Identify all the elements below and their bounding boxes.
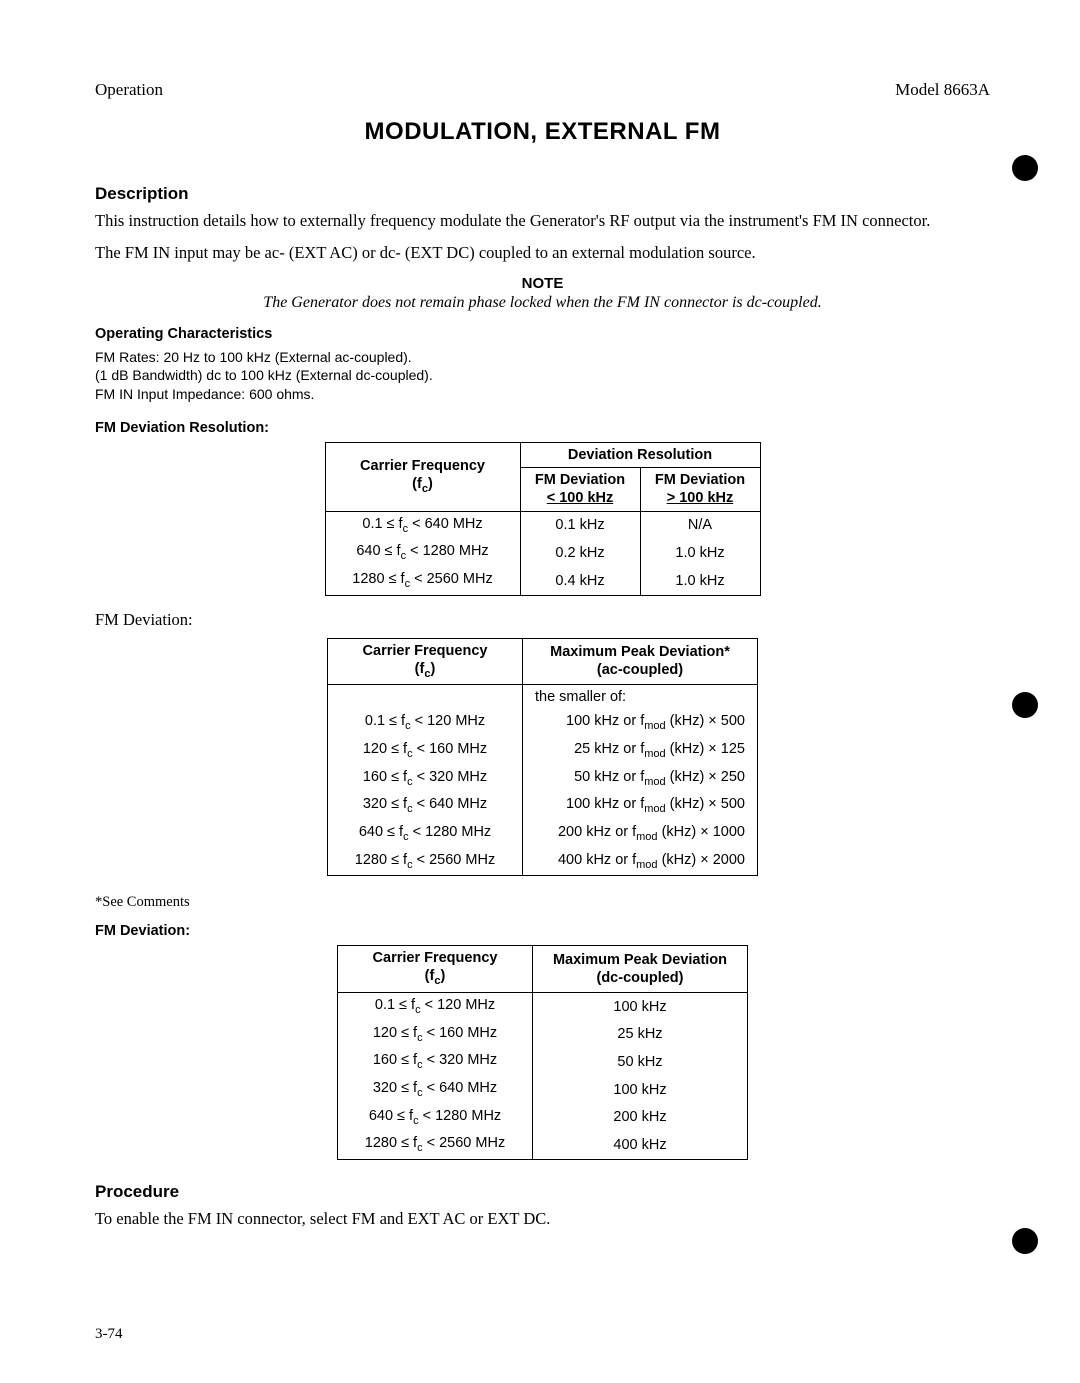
table-cell: 160 ≤ fc < 320 MHz <box>338 1048 533 1076</box>
table-cell: 200 kHz or fmod (kHz) × 1000 <box>523 820 758 848</box>
hole-punch-icon <box>1012 692 1038 718</box>
table-cell: 1280 ≤ fc < 2560 MHz <box>328 848 523 876</box>
dc-deviation-table: Carrier Frequency (fc) Maximum Peak Devi… <box>337 945 748 1160</box>
table-header: Carrier Frequency (fc) <box>325 443 520 511</box>
table3-heading: FM Deviation: <box>95 923 990 939</box>
ac-deviation-table: Carrier Frequency (fc) Maximum Peak Devi… <box>327 638 758 877</box>
th-text: < 100 kHz <box>547 490 614 506</box>
table1-heading: FM Deviation Resolution: <box>95 420 990 436</box>
table-cell: 640 ≤ fc < 1280 MHz <box>328 820 523 848</box>
th-text: FM Deviation <box>655 472 745 488</box>
table-cell: 25 kHz <box>533 1021 748 1049</box>
hole-punch-icon <box>1012 155 1038 181</box>
table-header: Carrier Frequency (fc) <box>328 638 523 685</box>
table-cell: 0.1 ≤ fc < 640 MHz <box>325 511 520 539</box>
th-text: ) <box>428 476 433 492</box>
th-text: ) <box>440 968 445 984</box>
th-text: (ac-coupled) <box>597 662 683 678</box>
table-header: FM Deviation < 100 kHz <box>520 468 640 511</box>
procedure-heading: Procedure <box>95 1182 990 1202</box>
table-cell: 50 kHz <box>533 1048 748 1076</box>
document-page: Operation Model 8663A MODULATION, EXTERN… <box>0 0 1080 1383</box>
table-cell <box>328 685 523 710</box>
table-cell: 1280 ≤ fc < 2560 MHz <box>325 567 520 595</box>
table-cell: 25 kHz or fmod (kHz) × 125 <box>523 737 758 765</box>
th-text: Maximum Peak Deviation* <box>550 644 730 660</box>
operating-characteristics-heading: Operating Characteristics <box>95 326 990 342</box>
table-cell: 0.4 kHz <box>520 567 640 595</box>
page-number: 3-74 <box>95 1326 123 1343</box>
table-cell: 1280 ≤ fc < 2560 MHz <box>338 1131 533 1159</box>
table-cell: 640 ≤ fc < 1280 MHz <box>338 1104 533 1132</box>
th-text: (f <box>412 476 422 492</box>
table-cell: N/A <box>640 511 760 539</box>
ac-deviation-table-wrap: Carrier Frequency (fc) Maximum Peak Devi… <box>95 638 990 877</box>
th-text: Carrier Frequency <box>373 950 498 966</box>
th-text: Carrier Frequency <box>363 643 488 659</box>
page-header: Operation Model 8663A <box>95 80 990 100</box>
header-left: Operation <box>95 80 163 100</box>
page-title: MODULATION, EXTERNAL FM <box>95 118 990 146</box>
table-cell: 160 ≤ fc < 320 MHz <box>328 765 523 793</box>
description-p1: This instruction details how to external… <box>95 210 990 232</box>
footnote: *See Comments <box>95 894 990 911</box>
op-char-line: FM Rates: 20 Hz to 100 kHz (External ac-… <box>95 348 990 367</box>
th-text: FM Deviation <box>535 472 625 488</box>
table-cell: 100 kHz <box>533 1076 748 1104</box>
table-cell: 120 ≤ fc < 160 MHz <box>328 737 523 765</box>
note-text: The Generator does not remain phase lock… <box>95 294 990 312</box>
table-header: Maximum Peak Deviation* (ac-coupled) <box>523 638 758 685</box>
description-heading: Description <box>95 184 990 204</box>
op-char-line: (1 dB Bandwidth) dc to 100 kHz (External… <box>95 366 990 385</box>
table-cell: 200 kHz <box>533 1104 748 1132</box>
table-header: Deviation Resolution <box>520 443 760 468</box>
table-cell: 640 ≤ fc < 1280 MHz <box>325 539 520 567</box>
table-cell: 1.0 kHz <box>640 567 760 595</box>
table-header: FM Deviation > 100 kHz <box>640 468 760 511</box>
th-text: ) <box>430 661 435 677</box>
table-cell: 400 kHz or fmod (kHz) × 2000 <box>523 848 758 876</box>
table-cell: 120 ≤ fc < 160 MHz <box>338 1021 533 1049</box>
th-text: (f <box>425 968 435 984</box>
th-text: (dc-coupled) <box>597 970 684 986</box>
table-cell: 50 kHz or fmod (kHz) × 250 <box>523 765 758 793</box>
dc-deviation-table-wrap: Carrier Frequency (fc) Maximum Peak Devi… <box>95 945 990 1160</box>
table-cell: 320 ≤ fc < 640 MHz <box>338 1076 533 1104</box>
op-char-line: FM IN Input Impedance: 600 ohms. <box>95 385 990 404</box>
th-text: (f <box>415 661 425 677</box>
fm-deviation-label: FM Deviation: <box>95 610 990 630</box>
table-cell: the smaller of: <box>523 685 758 710</box>
th-text: > 100 kHz <box>667 490 734 506</box>
deviation-resolution-table: Carrier Frequency (fc) Deviation Resolut… <box>325 442 761 595</box>
table-header: Maximum Peak Deviation (dc-coupled) <box>533 946 748 993</box>
table-cell: 100 kHz or fmod (kHz) × 500 <box>523 792 758 820</box>
table-cell: 0.1 kHz <box>520 511 640 539</box>
deviation-resolution-table-wrap: Carrier Frequency (fc) Deviation Resolut… <box>95 442 990 595</box>
table-cell: 0.1 ≤ fc < 120 MHz <box>328 709 523 737</box>
header-right: Model 8663A <box>895 80 990 100</box>
table-cell: 0.2 kHz <box>520 539 640 567</box>
table-cell: 100 kHz <box>533 993 748 1021</box>
table-cell: 0.1 ≤ fc < 120 MHz <box>338 993 533 1021</box>
hole-punch-icon <box>1012 1228 1038 1254</box>
table-cell: 100 kHz or fmod (kHz) × 500 <box>523 709 758 737</box>
th-text: Carrier Frequency <box>360 458 485 474</box>
procedure-p1: To enable the FM IN connector, select FM… <box>95 1208 990 1230</box>
note-label: NOTE <box>95 275 990 292</box>
description-p2: The FM IN input may be ac- (EXT AC) or d… <box>95 242 990 264</box>
th-text: Maximum Peak Deviation <box>553 952 727 968</box>
table-cell: 320 ≤ fc < 640 MHz <box>328 792 523 820</box>
table-header: Carrier Frequency (fc) <box>338 946 533 993</box>
table-cell: 400 kHz <box>533 1131 748 1159</box>
table-cell: 1.0 kHz <box>640 539 760 567</box>
